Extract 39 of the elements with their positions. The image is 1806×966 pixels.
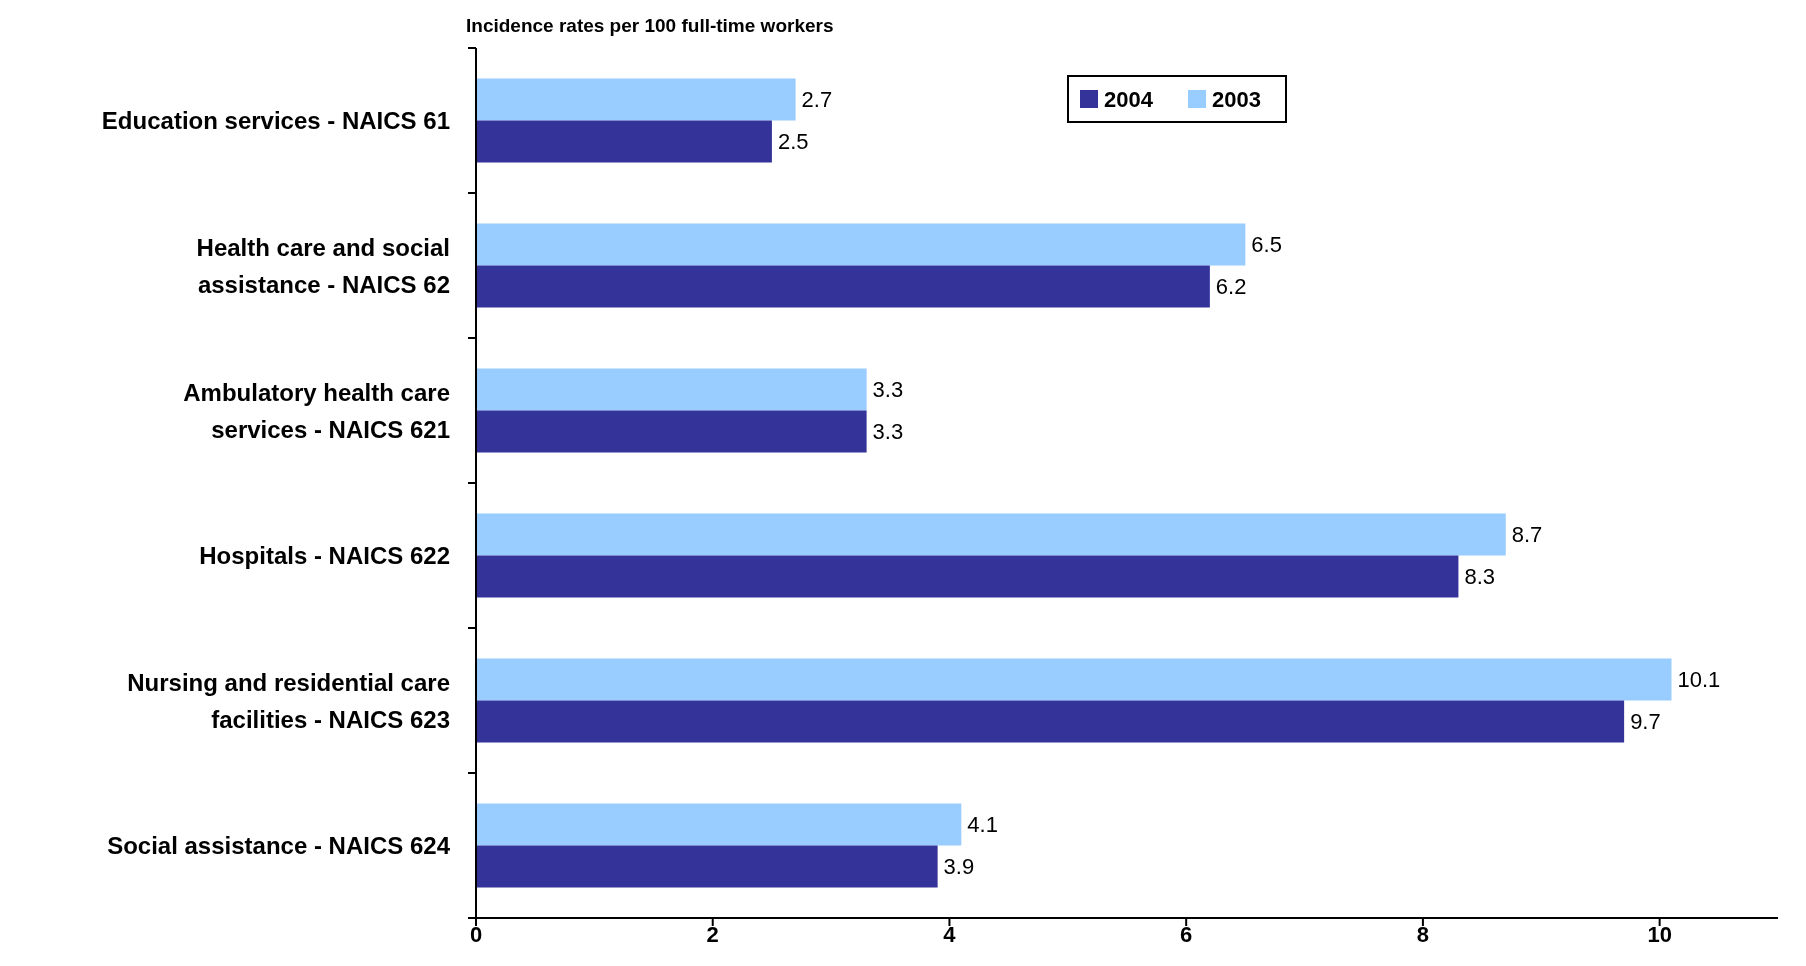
x-tick-label: 2 [706, 922, 719, 947]
data-label: 8.7 [1511, 522, 1543, 547]
y-tick-label: Education services - NAICS 61 [101, 107, 450, 134]
legend-label: 2003 [1212, 86, 1261, 112]
data-label: 10.1 [1677, 667, 1721, 692]
bar [476, 845, 938, 888]
bar [476, 513, 1506, 556]
bar [476, 555, 1459, 598]
data-label: 3.3 [872, 419, 904, 444]
x-tick-label: 10 [1647, 922, 1672, 947]
data-label: 2.5 [777, 129, 809, 154]
bar [476, 78, 796, 121]
y-tick-label: Hospitals - NAICS 622 [199, 542, 450, 569]
y-tick-label: Social assistance - NAICS 624 [107, 832, 451, 859]
y-tick-label: Nursing and residential care facilities - NAICS 623 [127, 668, 450, 733]
data-label: 3.3 [872, 377, 904, 402]
x-tick-label: 6 [1180, 922, 1193, 947]
bar [476, 120, 772, 163]
x-tick-label: 4 [943, 922, 957, 947]
legend-label: 2004 [1104, 86, 1154, 112]
data-label: 2.7 [801, 87, 833, 112]
bar [476, 700, 1625, 743]
data-label: 6.2 [1215, 274, 1247, 299]
data-label: 8.3 [1464, 564, 1496, 589]
data-label: 6.5 [1251, 232, 1282, 257]
bar [476, 410, 867, 453]
y-tick-label: Ambulatory health care services - NAICS 621 [183, 378, 450, 443]
data-label: 4.1 [967, 812, 998, 837]
bar [476, 223, 1246, 266]
bar [476, 265, 1210, 308]
chart-title: Incidence rates per 100 full-time workers [466, 15, 834, 36]
x-tick-label: 8 [1416, 922, 1430, 947]
data-label: 3.9 [943, 854, 975, 879]
x-tick-label: 0 [469, 922, 483, 947]
bar [476, 803, 962, 846]
bar [476, 658, 1672, 701]
data-label: 9.7 [1630, 709, 1661, 734]
bar [476, 368, 867, 411]
y-tick-label: Health care and social assistance - NAICS 62 [196, 233, 450, 298]
